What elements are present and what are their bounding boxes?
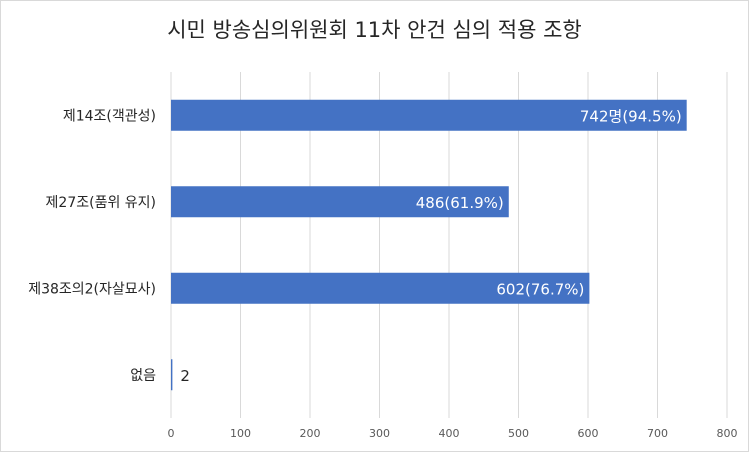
x-tick-label: 400 [439,427,460,440]
data-label: 2 [180,367,190,385]
x-tick-label: 700 [647,427,668,440]
data-label: 486(61.9%) [416,194,504,212]
bar [171,186,509,218]
category-labels: 제14조(객관성) 제27조(품위 유지) 제38조의2(자살묘사) 없음 [28,108,156,384]
x-tick-label: 0 [168,427,175,440]
x-tick-label: 500 [508,427,529,440]
bar [171,272,590,304]
category-label: 제38조의2(자살묘사) [28,281,156,297]
bar [171,359,173,391]
category-label: 없음 [130,368,156,384]
x-tick-label: 800 [717,427,738,440]
data-labels: 742명(94.5%) 486(61.9%) 602(76.7%) 2 [180,107,681,385]
category-label: 제27조(품위 유지) [46,195,156,211]
bar [171,99,687,131]
bars [171,99,687,391]
x-tick-label: 100 [230,427,251,440]
x-tick-label: 600 [578,427,599,440]
x-axis-ticks: 0 100 200 300 400 500 600 700 800 [168,427,738,440]
x-tick-label: 300 [369,427,390,440]
x-tick-label: 200 [300,427,321,440]
data-label: 602(76.7%) [496,280,584,298]
chart-title: 시민 방송심의위원회 11차 안건 심의 적용 조항 [167,18,582,42]
category-label: 제14조(객관성) [63,108,156,124]
data-label: 742명(94.5%) [580,107,682,125]
